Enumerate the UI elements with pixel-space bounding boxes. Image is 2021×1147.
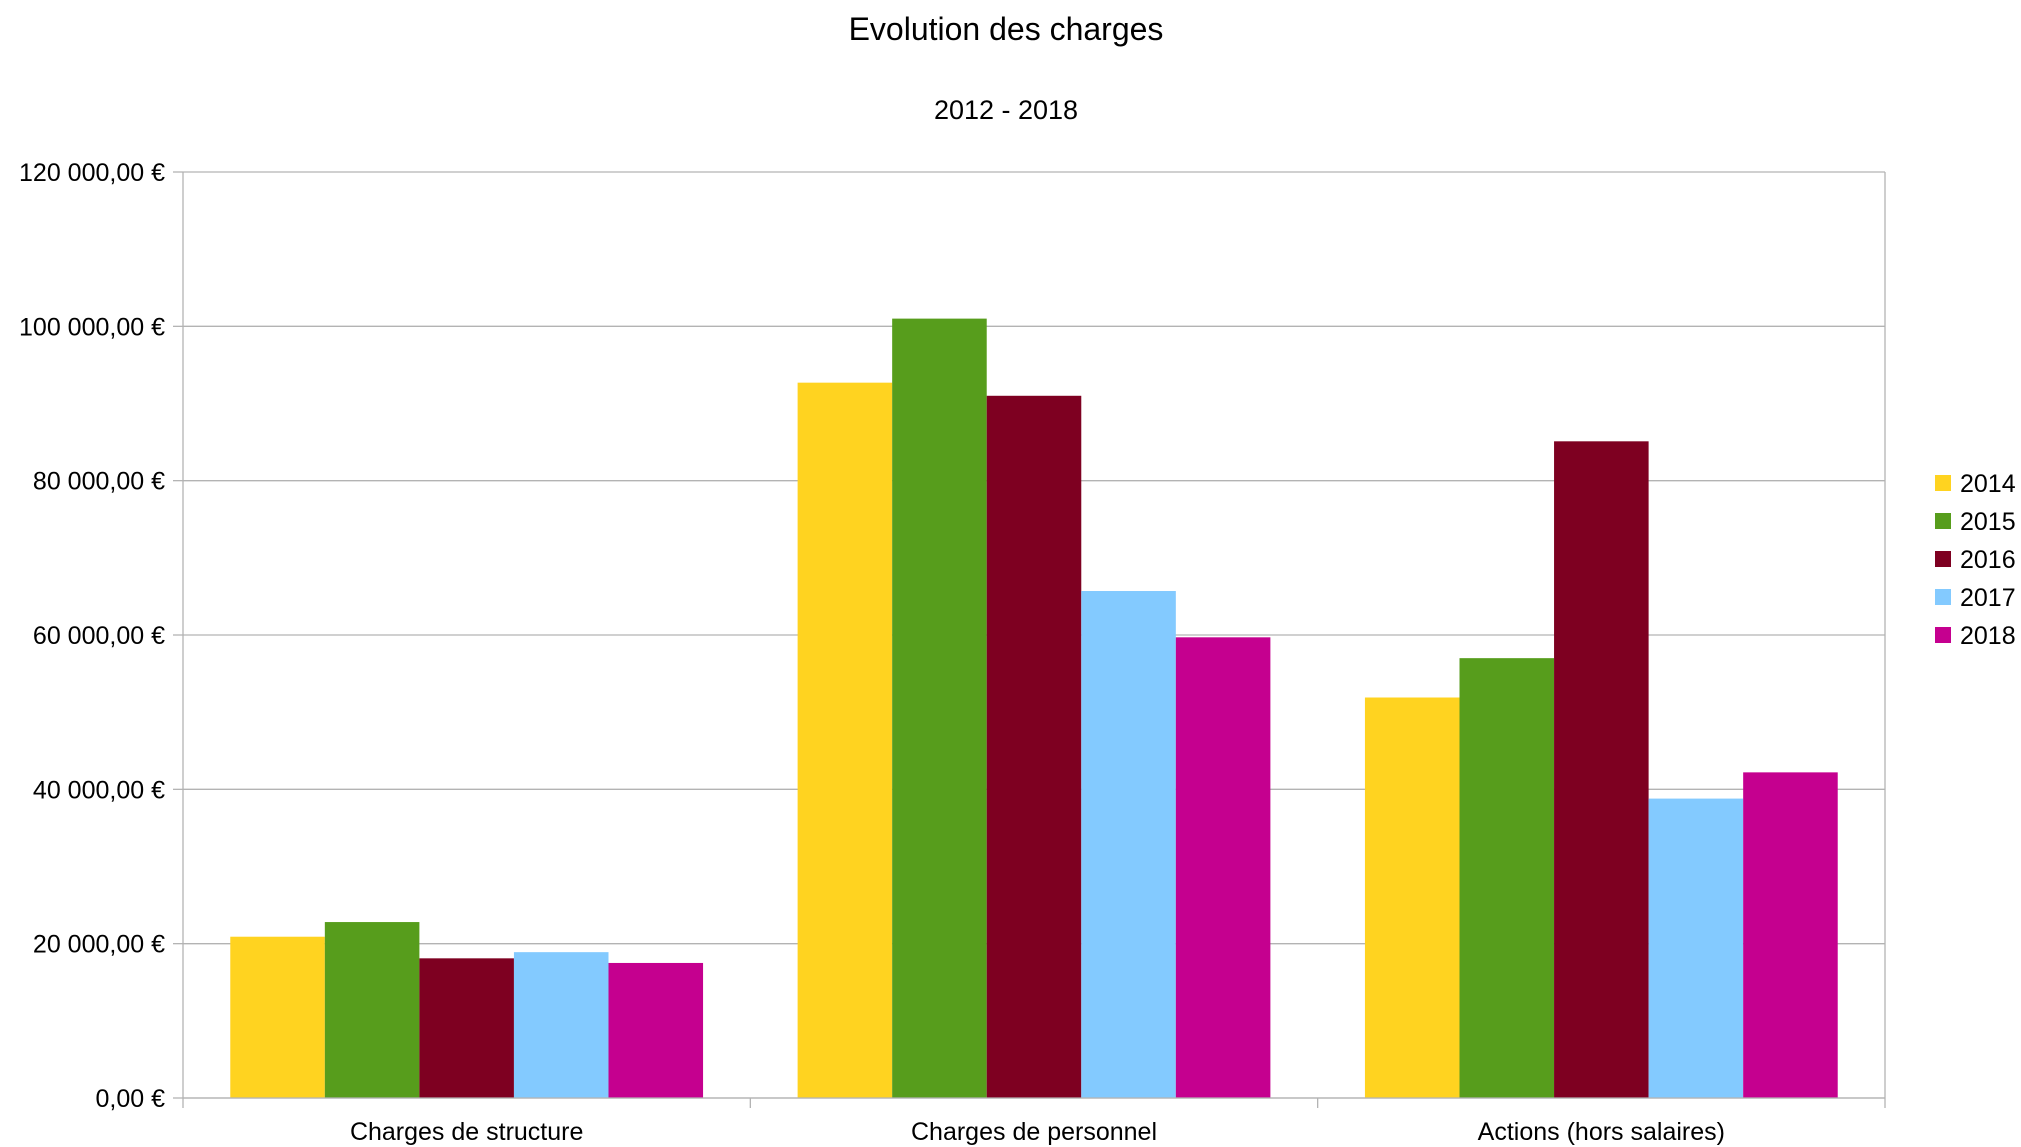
y-tick-label: 0,00 €	[95, 1085, 165, 1113]
legend-swatch-2015	[1935, 513, 1951, 529]
axes	[173, 171, 1886, 1108]
chart-title: Evolution des charges	[849, 11, 1164, 47]
bar-2017	[1648, 798, 1744, 1098]
legend-label: 2016	[1960, 546, 2016, 574]
bar-2018	[1175, 637, 1271, 1098]
legend-swatch-2014	[1935, 475, 1951, 491]
bar-2017	[513, 952, 609, 1098]
legend-label: 2017	[1960, 584, 2016, 612]
x-category-label: Charges de personnel	[911, 1118, 1157, 1146]
bar-2018	[1743, 772, 1838, 1098]
legend-swatch-2018	[1935, 627, 1951, 643]
bar-2017	[1081, 591, 1176, 1098]
bar-2016	[419, 958, 514, 1098]
legend-label: 2018	[1960, 622, 2016, 650]
bars	[230, 318, 1838, 1099]
y-tick-label: 40 000,00 €	[33, 776, 165, 804]
legend-swatch-2016	[1935, 551, 1951, 567]
bar-2015	[324, 922, 420, 1098]
y-tick-label: 60 000,00 €	[33, 622, 165, 650]
y-axis-tick-labels: 0,00 € 20 000,00 € 40 000,00 € 60 000,00 € 8…	[19, 159, 165, 1113]
y-tick-label: 20 000,00 €	[33, 931, 165, 959]
bar-2014	[230, 936, 325, 1098]
y-tick-label: 120 000,00 €	[19, 159, 165, 187]
x-axis-category-labels: Charges de structure Charges de personnel…	[350, 1118, 1725, 1146]
x-category-label: Charges de structure	[350, 1118, 583, 1146]
bar-2014	[1364, 697, 1460, 1098]
chart-subtitle: 2012 - 2018	[934, 95, 1078, 125]
bar-2015	[1459, 658, 1555, 1098]
legend: 2014 2015 2016 2017 2018	[1935, 470, 2016, 650]
bar-2018	[608, 962, 704, 1098]
y-tick-label: 80 000,00 €	[33, 468, 165, 496]
x-category-label: Actions (hors salaires)	[1478, 1118, 1725, 1146]
legend-swatch-2017	[1935, 589, 1951, 605]
legend-label: 2014	[1960, 470, 2016, 498]
y-tick-label: 100 000,00 €	[19, 313, 165, 341]
bar-2014	[797, 382, 893, 1098]
bar-2016	[986, 395, 1082, 1098]
bar-2016	[1554, 441, 1649, 1099]
bar-2015	[892, 318, 987, 1098]
legend-label: 2015	[1960, 508, 2016, 536]
